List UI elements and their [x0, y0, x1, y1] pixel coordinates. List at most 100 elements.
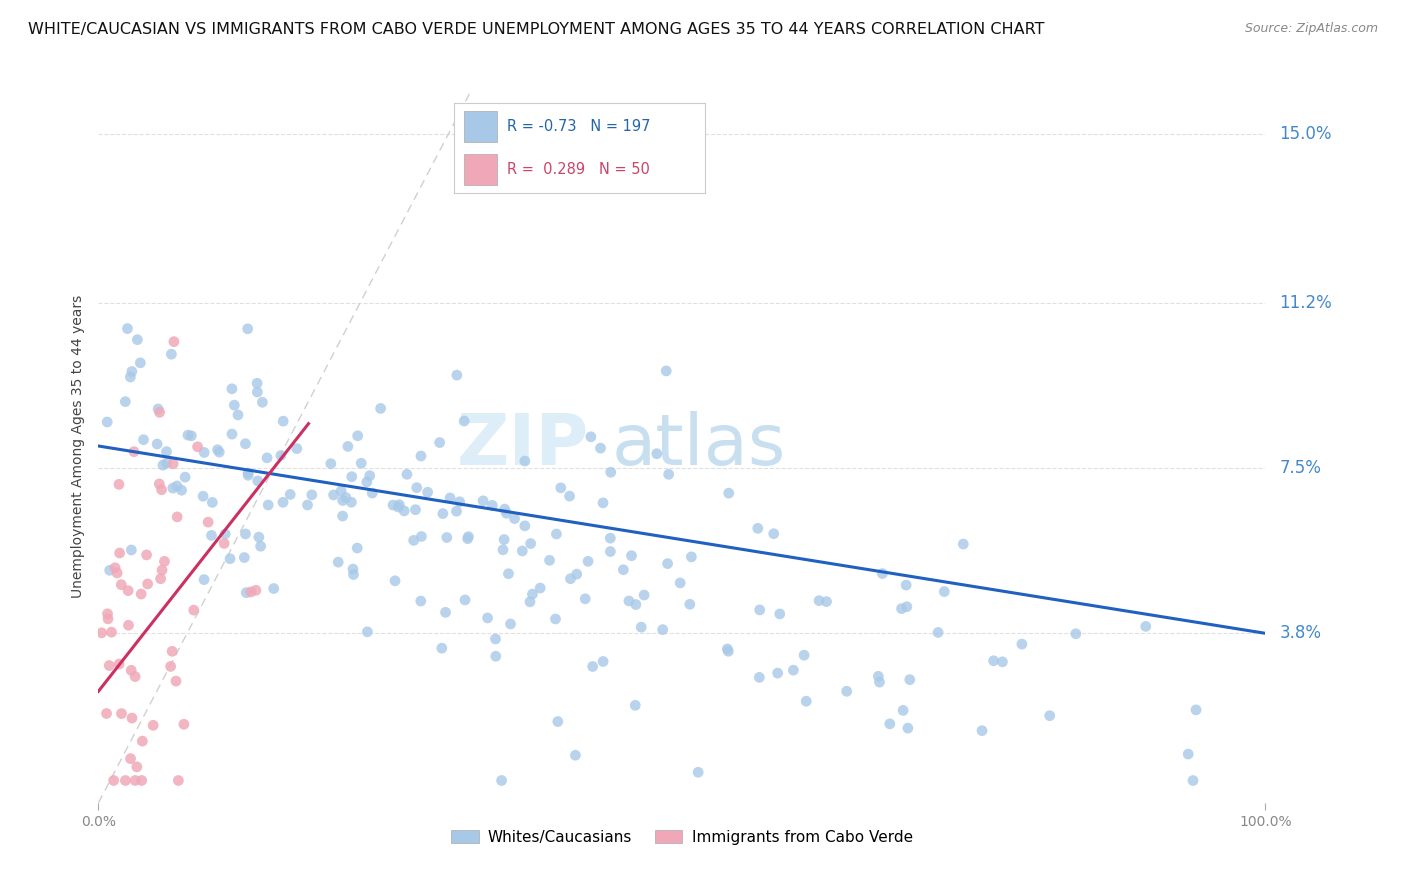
Point — [173, 717, 195, 731]
Point — [332, 509, 354, 524]
Point — [436, 531, 458, 545]
Point — [1135, 619, 1157, 633]
Point — [146, 402, 169, 417]
Point — [197, 515, 219, 529]
Point — [238, 468, 260, 483]
Y-axis label: Unemployment Among Ages 35 to 44 years: Unemployment Among Ages 35 to 44 years — [72, 294, 86, 598]
Point — [90, 625, 112, 640]
Text: atlas: atlas — [612, 411, 786, 481]
Point — [322, 488, 344, 502]
Point — [869, 675, 891, 690]
Point — [114, 773, 136, 788]
Point — [166, 479, 188, 493]
Point — [105, 566, 128, 580]
Point — [342, 562, 364, 576]
Point — [494, 533, 516, 547]
Point — [165, 674, 187, 689]
Point — [748, 670, 770, 684]
Point — [356, 624, 378, 639]
Point — [494, 502, 516, 516]
Point — [927, 625, 949, 640]
Point — [717, 486, 740, 500]
Point — [226, 408, 249, 422]
Point — [1011, 637, 1033, 651]
Point — [149, 405, 172, 419]
Point — [221, 427, 243, 442]
Point — [576, 554, 599, 568]
Point — [127, 333, 149, 347]
Legend: Whites/Caucasians, Immigrants from Cabo Verde: Whites/Caucasians, Immigrants from Cabo … — [443, 822, 921, 852]
Point — [485, 649, 508, 664]
Point — [574, 591, 596, 606]
Point — [872, 566, 894, 581]
Point — [124, 669, 146, 683]
Point — [599, 531, 621, 545]
Point — [599, 544, 621, 558]
Point — [359, 468, 381, 483]
Point — [98, 563, 121, 577]
Point — [103, 773, 125, 788]
Point — [224, 398, 246, 412]
Point — [762, 526, 785, 541]
Text: 3.8%: 3.8% — [1279, 624, 1322, 642]
Point — [256, 450, 278, 465]
Point — [121, 364, 143, 378]
Point — [766, 666, 789, 681]
Point — [449, 495, 471, 509]
Point — [382, 498, 405, 512]
Point — [538, 553, 561, 567]
Point — [110, 577, 132, 591]
Point — [747, 521, 769, 535]
Point — [782, 663, 804, 677]
Point — [529, 581, 551, 595]
Point — [748, 603, 770, 617]
Point — [592, 655, 614, 669]
Point — [716, 642, 738, 657]
Point — [117, 618, 139, 632]
Point — [200, 528, 222, 542]
Point — [547, 714, 569, 729]
Point — [510, 544, 533, 558]
Point — [395, 467, 418, 482]
Point — [503, 511, 526, 525]
Point — [658, 467, 681, 482]
Point — [564, 748, 586, 763]
Point — [630, 620, 652, 634]
Point — [498, 566, 520, 581]
Point — [370, 401, 392, 416]
Point — [499, 617, 522, 632]
Point — [808, 593, 831, 607]
Point — [681, 549, 703, 564]
Point — [332, 493, 354, 508]
Point — [108, 657, 131, 671]
Point — [150, 483, 173, 497]
Point — [340, 469, 363, 483]
Point — [894, 578, 917, 592]
Point — [271, 495, 294, 509]
Point — [187, 440, 209, 454]
Point — [166, 509, 188, 524]
Point — [582, 659, 605, 673]
Point — [96, 415, 118, 429]
Point — [434, 605, 457, 619]
Point — [245, 583, 267, 598]
Point — [457, 532, 479, 546]
Point — [249, 539, 271, 553]
Point — [655, 364, 678, 378]
Point — [495, 506, 517, 520]
Point — [177, 428, 200, 442]
Point — [193, 445, 215, 459]
Point — [131, 773, 153, 788]
Point — [153, 554, 176, 568]
Point — [129, 587, 152, 601]
Point — [328, 555, 350, 569]
Point — [898, 673, 921, 687]
Text: 7.5%: 7.5% — [1279, 459, 1322, 477]
Point — [484, 632, 506, 646]
Point — [214, 527, 236, 541]
Point — [183, 603, 205, 617]
Point — [815, 594, 838, 608]
Point — [439, 491, 461, 505]
Point — [356, 475, 378, 489]
Point — [346, 541, 368, 555]
